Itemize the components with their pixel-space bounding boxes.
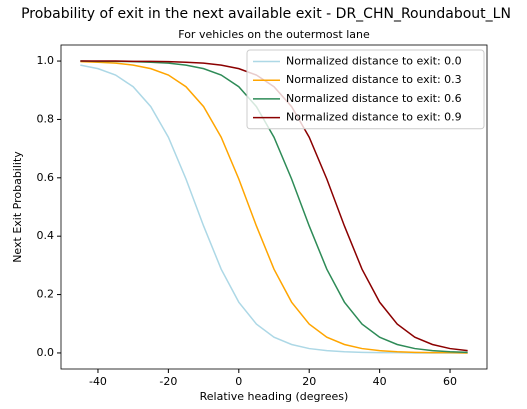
y-tick-label: 1.0 (37, 54, 55, 67)
chart-subtitle: For vehicles on the outermost lane (178, 28, 370, 41)
legend-label: Normalized distance to exit: 0.6 (286, 92, 462, 105)
x-axis-label: Relative heading (degrees) (200, 390, 349, 403)
x-tick-label: 60 (443, 375, 457, 388)
x-tick-label: -20 (159, 375, 177, 388)
y-tick-label: 0.2 (37, 288, 55, 301)
x-tick-label: 20 (302, 375, 316, 388)
y-tick-label: 0.8 (37, 112, 55, 125)
legend-box (246, 49, 485, 130)
x-tick-label: 40 (373, 375, 387, 388)
legend-label: Normalized distance to exit: 0.9 (286, 111, 462, 124)
y-tick-label: 0.0 (37, 346, 55, 359)
series-line (80, 60, 468, 354)
x-tick-label: 0 (235, 375, 242, 388)
y-tick-label: 0.4 (37, 229, 55, 242)
legend-label: Normalized distance to exit: 0.0 (286, 55, 462, 68)
x-tick-label: -40 (89, 375, 107, 388)
y-tick-label: 0.6 (37, 171, 55, 184)
plot-frame (60, 44, 488, 370)
chart-title: Probability of exit in the next availabl… (21, 6, 511, 22)
series-line (80, 64, 468, 354)
legend-label: Normalized distance to exit: 0.3 (286, 73, 462, 86)
y-axis-label: Next Exit Probability (11, 151, 24, 263)
